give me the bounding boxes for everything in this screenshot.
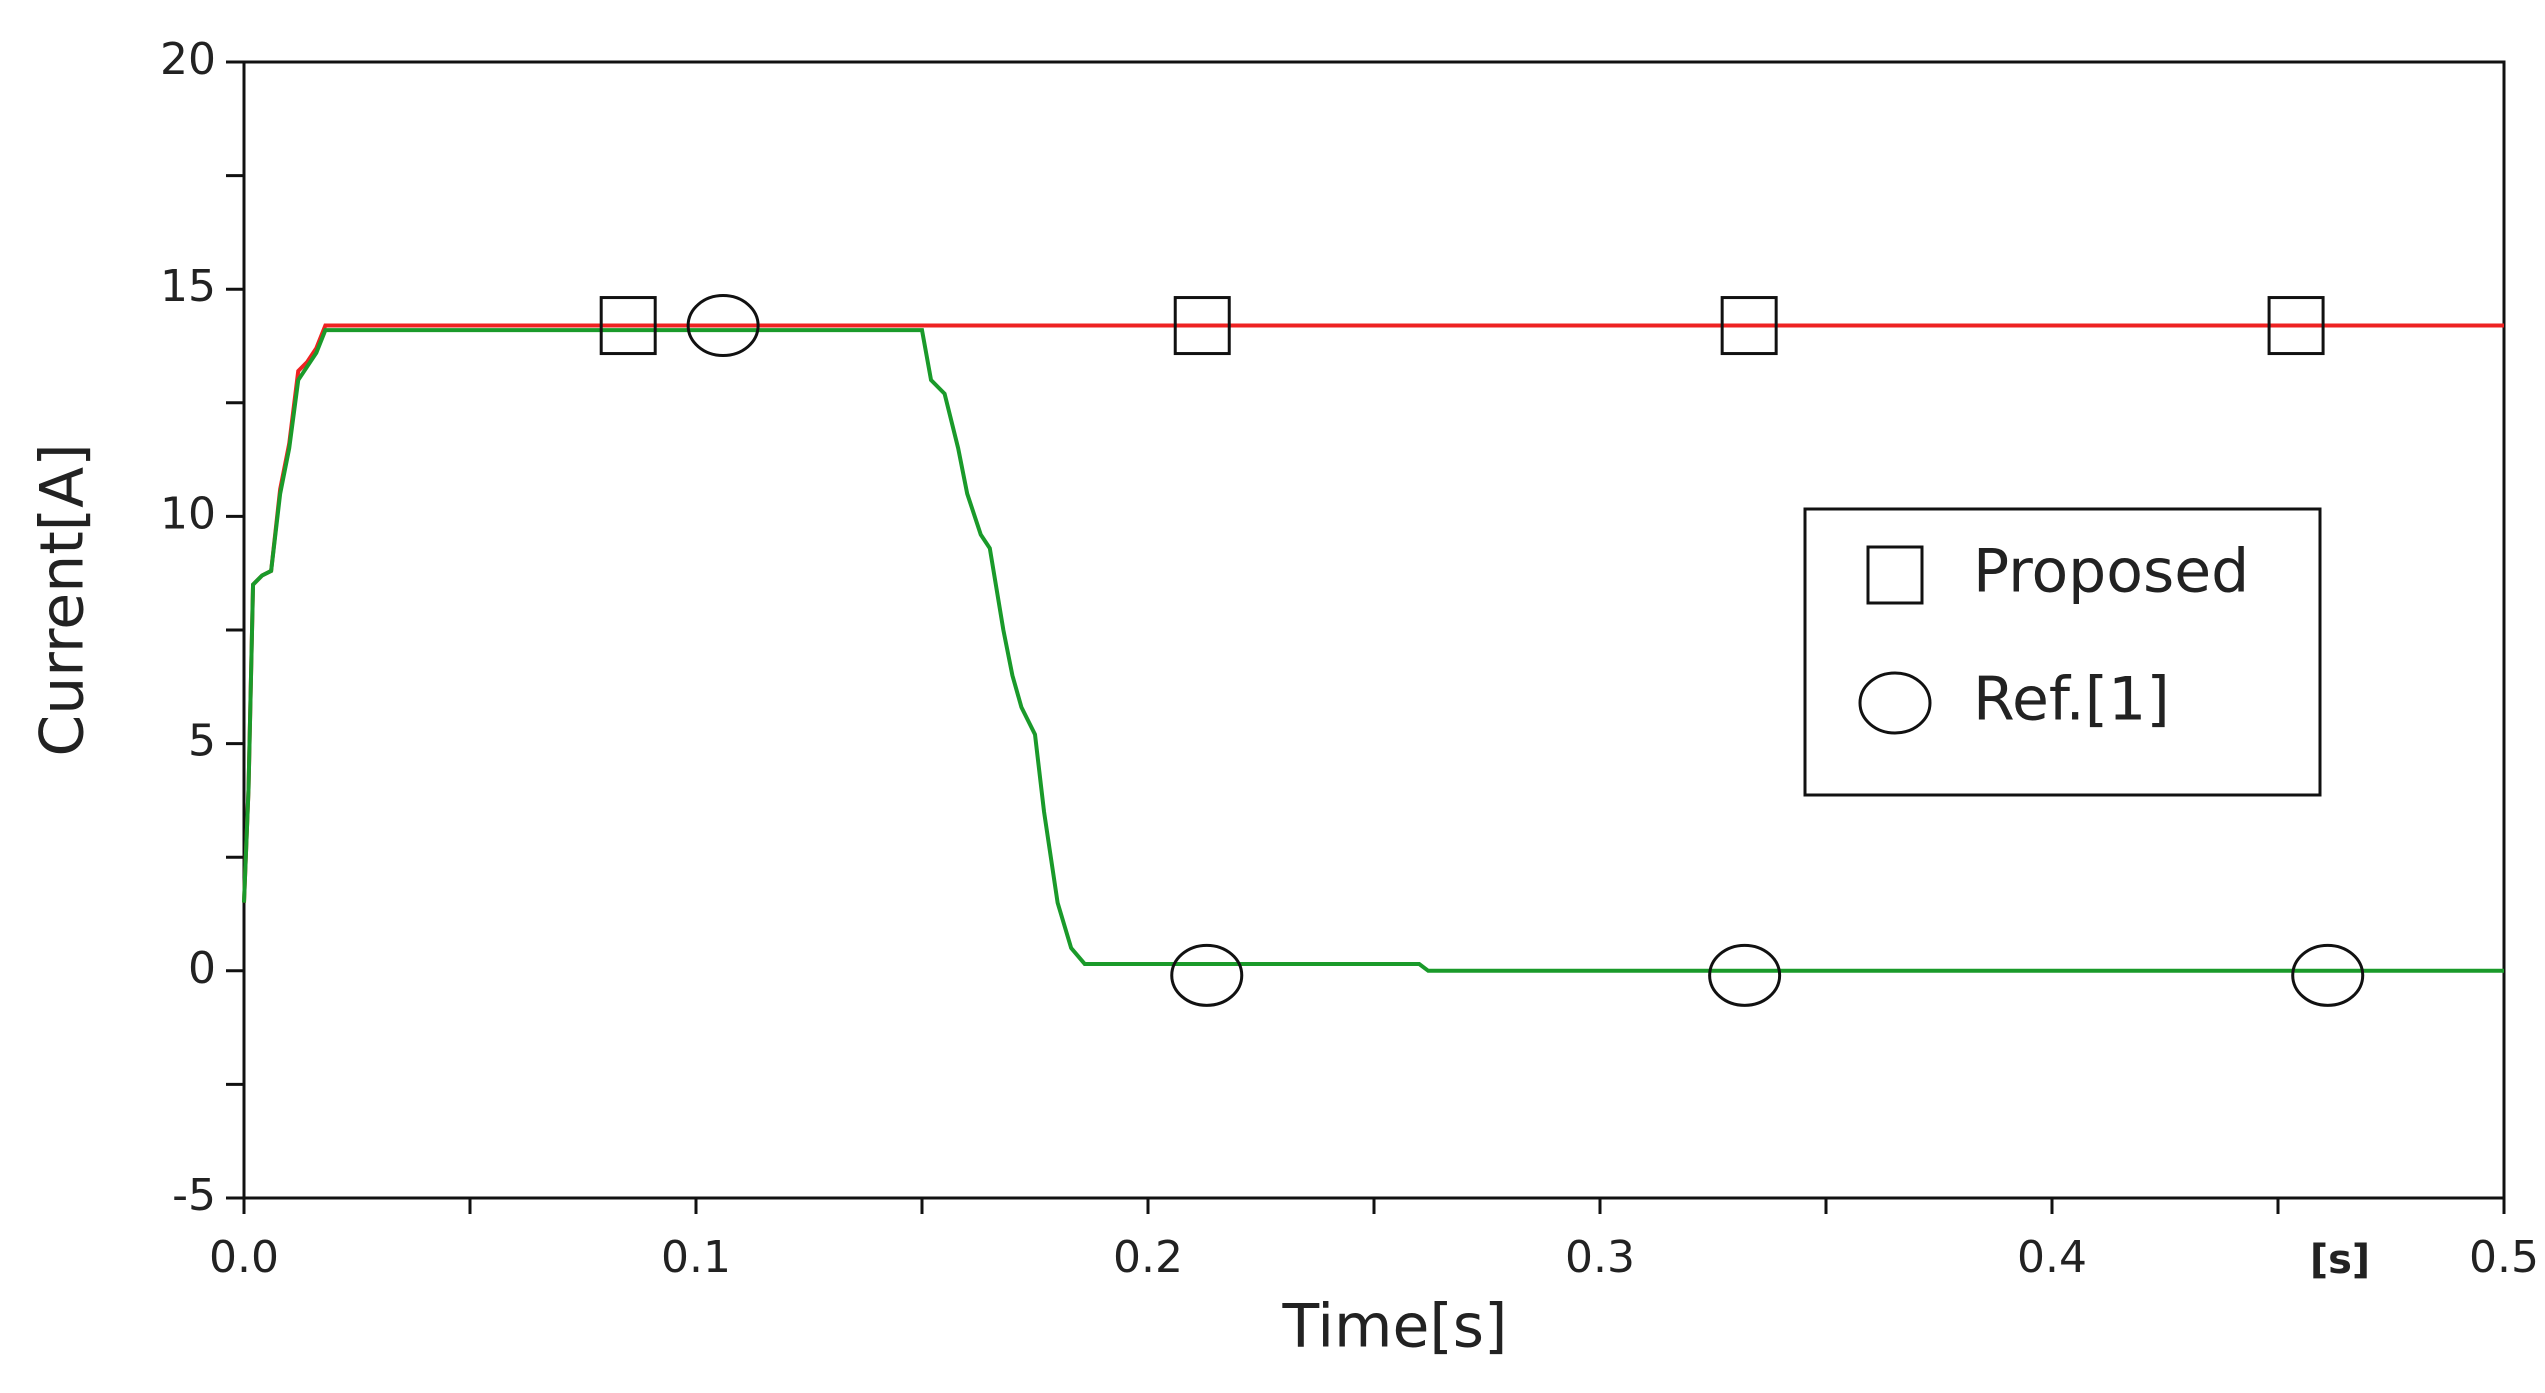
legend-marker [1858, 671, 1932, 735]
y-tick-label: -5 [172, 1170, 216, 1221]
y-axis-label: Current[A] [28, 443, 98, 756]
x-tick-label: 0.0 [209, 1232, 279, 1283]
series-marker [1170, 943, 1244, 1007]
legend-marker [1866, 545, 1924, 605]
legend-label: Proposed [1973, 537, 2249, 607]
series-marker [2267, 296, 2325, 356]
x-tick-label: 0.2 [1113, 1232, 1183, 1283]
series-marker [686, 294, 760, 358]
y-tick-label: 5 [188, 716, 216, 767]
x-tick-label: 0.4 [2017, 1232, 2087, 1283]
y-tick-label: 15 [160, 261, 216, 312]
y-tick-label: 20 [160, 34, 216, 85]
x-tick-label: 0.3 [1565, 1232, 1635, 1283]
series-marker [599, 296, 657, 356]
legend-box [1803, 507, 2322, 797]
y-tick-label: 0 [188, 943, 216, 994]
x-unit-label: [s] [2310, 1237, 2370, 1283]
x-tick-label: 0.5 [2469, 1232, 2539, 1283]
series-marker [1720, 296, 1778, 356]
series-marker [1708, 943, 1782, 1007]
x-tick-label: 0.1 [661, 1232, 731, 1283]
x-axis-label: Time[s] [1282, 1292, 1508, 1362]
legend-label: Ref.[1] [1973, 665, 2170, 735]
series-marker [1173, 296, 1231, 356]
y-tick-label: 10 [160, 488, 216, 539]
series-line [242, 328, 2504, 973]
series-marker [2291, 943, 2365, 1007]
